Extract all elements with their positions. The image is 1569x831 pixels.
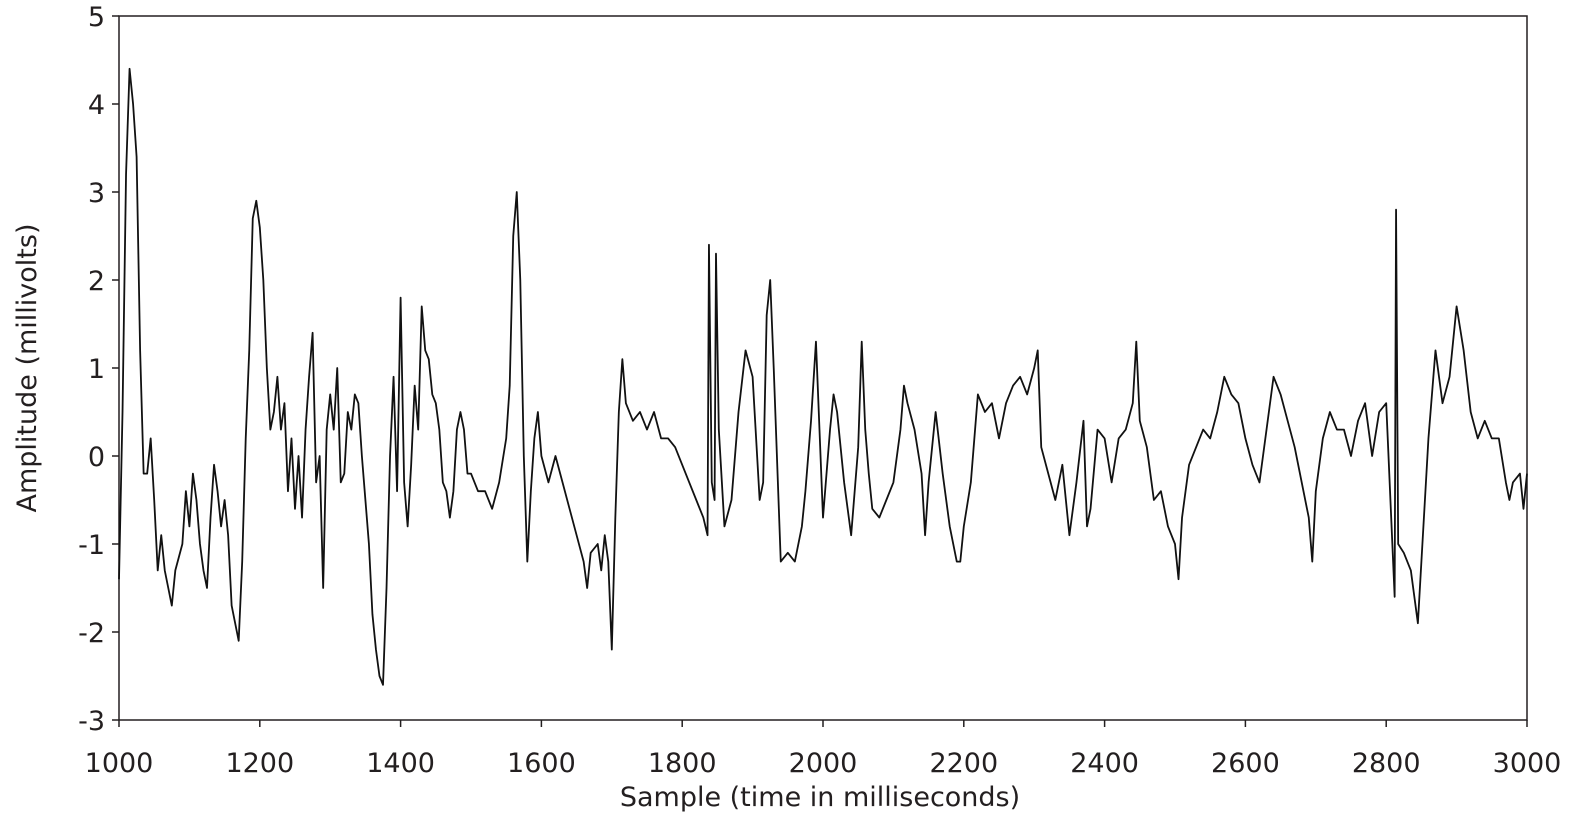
- x-axis-label: Sample (time in milliseconds): [620, 782, 1020, 813]
- y-tick-label: 2: [88, 266, 105, 297]
- data-line: [118, 67, 1528, 686]
- x-tick-label: 1400: [366, 748, 435, 779]
- plot-frame: [118, 15, 1528, 721]
- x-tick-label: 2200: [929, 748, 998, 779]
- y-tick-label: -1: [78, 530, 105, 561]
- x-tick-label: 1600: [507, 748, 576, 779]
- y-tick-label: 5: [88, 2, 105, 33]
- x-tick-label: 2800: [1352, 748, 1421, 779]
- y-tick-label: 0: [88, 442, 105, 473]
- y-tick-label: 3: [88, 178, 105, 209]
- y-tick-label: 4: [88, 90, 105, 121]
- x-tick-label: 1800: [648, 748, 717, 779]
- x-tick-label: 2000: [789, 748, 858, 779]
- y-axis-label: Amplitude (millivolts): [12, 224, 43, 513]
- x-tick-label: 1000: [85, 748, 154, 779]
- x-tick-label: 2400: [1070, 748, 1139, 779]
- y-tick-label: 1: [88, 354, 105, 385]
- x-tick-label: 3000: [1493, 748, 1562, 779]
- x-tick-label: 2600: [1211, 748, 1280, 779]
- y-tick-label: -3: [78, 706, 105, 737]
- x-tick-label: 1200: [225, 748, 294, 779]
- y-tick-label: -2: [78, 618, 105, 649]
